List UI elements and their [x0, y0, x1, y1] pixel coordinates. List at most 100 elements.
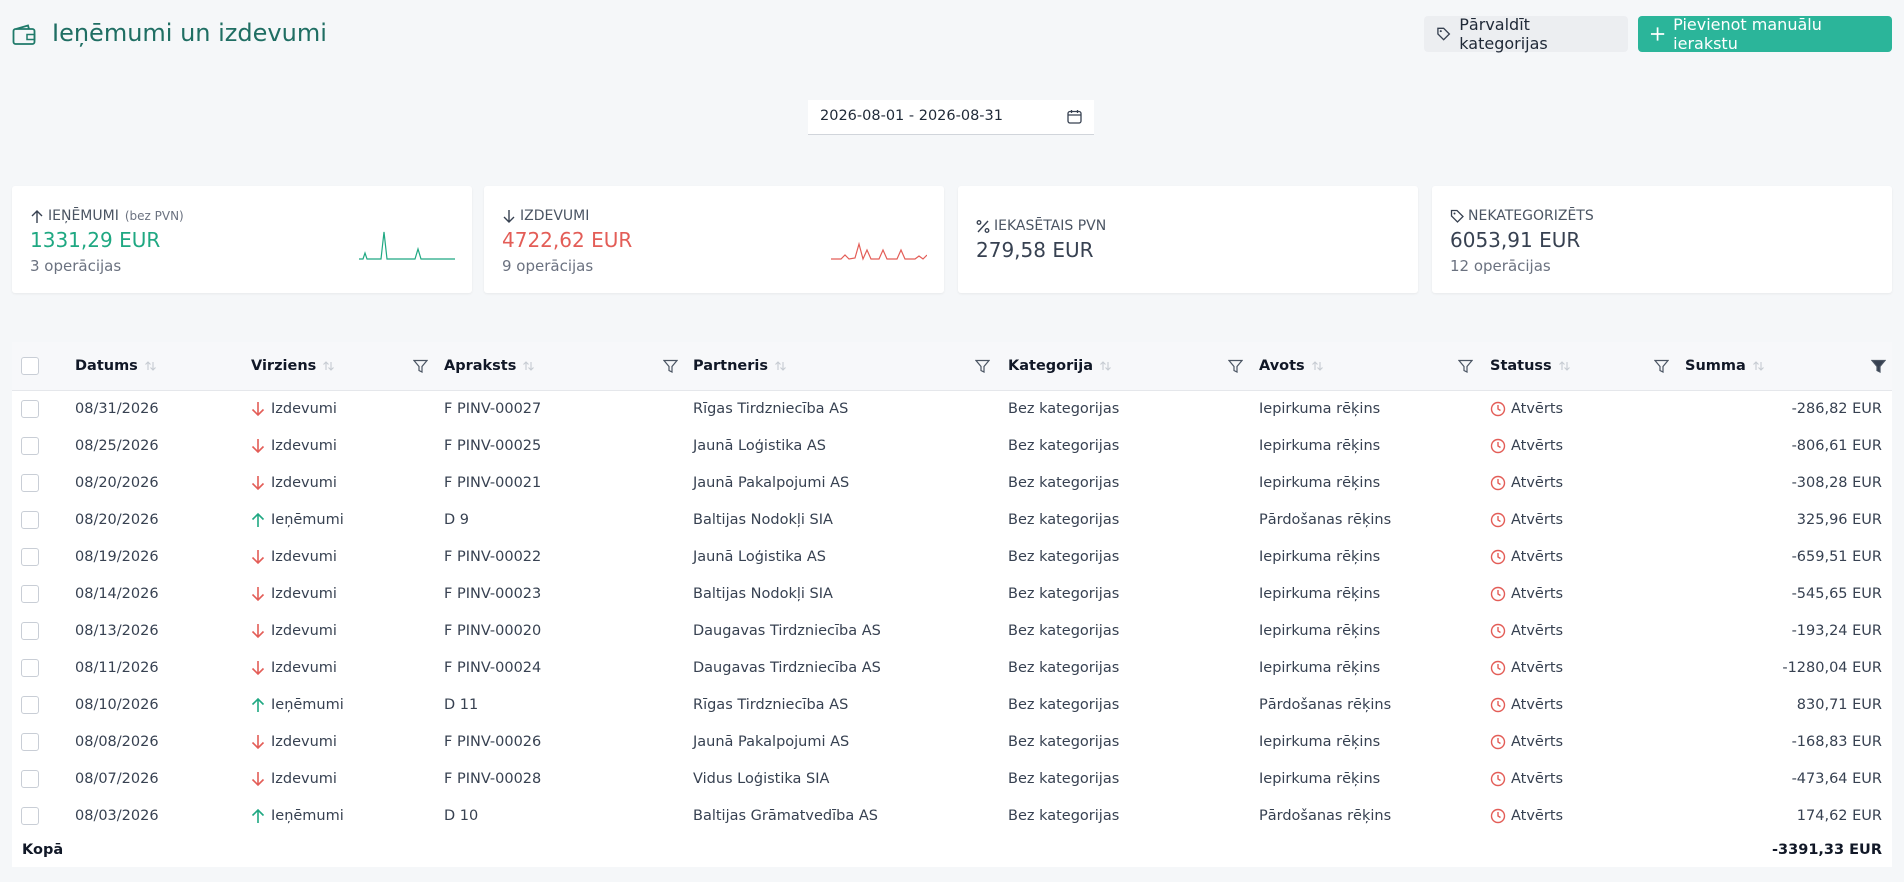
column-title: Partneris — [693, 358, 769, 374]
sort-icon — [1558, 361, 1570, 371]
row-checkbox[interactable] — [21, 511, 39, 529]
date: 08/10/2026 — [75, 697, 159, 713]
description: D 10 — [444, 808, 479, 824]
total-label: Kopā — [22, 842, 64, 858]
status-text: Atvērts — [1511, 549, 1564, 565]
row-checkbox[interactable] — [21, 474, 39, 492]
arrow-down-icon — [251, 587, 265, 602]
card-label-text: NEKATEGORIZĒTS — [1468, 208, 1594, 224]
row-checkbox[interactable] — [21, 622, 39, 640]
sort-icon — [144, 361, 156, 371]
status-text: Atvērts — [1511, 623, 1564, 639]
plus-icon — [1650, 27, 1665, 41]
row-checkbox[interactable] — [21, 548, 39, 566]
filter-icon[interactable] — [413, 359, 428, 373]
tag-icon — [1437, 27, 1451, 41]
filter-icon[interactable] — [1458, 359, 1473, 373]
direction-text: Ieņēmumi — [271, 808, 344, 824]
arrow-up-icon — [251, 697, 265, 712]
amount: -168,83 EUR — [1791, 734, 1882, 750]
status-text: Atvērts — [1511, 438, 1564, 454]
description: F PINV-00028 — [444, 771, 542, 787]
amount: -545,65 EUR — [1791, 586, 1882, 602]
status-text: Atvērts — [1511, 734, 1564, 750]
row-checkbox[interactable] — [21, 770, 39, 788]
status-text: Atvērts — [1511, 771, 1564, 787]
row-checkbox[interactable] — [21, 696, 39, 714]
column-header[interactable]: Avots — [1259, 358, 1324, 374]
status-text: Atvērts — [1511, 808, 1564, 824]
arrow-down-icon — [251, 402, 265, 417]
row-checkbox[interactable] — [21, 659, 39, 677]
clock-icon — [1490, 734, 1506, 750]
card-label: IEKASĒTAIS PVN — [976, 218, 1106, 234]
button-label: Pārvaldīt kategorijas — [1459, 15, 1548, 53]
status: Atvērts — [1490, 475, 1563, 491]
row-checkbox[interactable] — [21, 437, 39, 455]
status: Atvērts — [1490, 808, 1563, 824]
filter-icon[interactable] — [975, 359, 990, 373]
clock-icon — [1490, 697, 1506, 713]
card-icon — [1450, 209, 1464, 223]
transactions-table: Datums Virziens Apraksts Partneris Kategorij… — [12, 342, 1892, 867]
arrow-down-icon — [251, 624, 265, 639]
direction-text: Izdevumi — [271, 771, 337, 787]
direction: Izdevumi — [251, 734, 337, 750]
date: 08/14/2026 — [75, 586, 159, 602]
card-label: NEKATEGORIZĒTS — [1450, 208, 1594, 224]
amount: 174,62 EUR — [1796, 808, 1882, 824]
filter-icon[interactable] — [663, 359, 678, 373]
filter-icon[interactable] — [1871, 359, 1886, 373]
column-header[interactable]: Statuss — [1490, 358, 1571, 374]
column-header[interactable]: Summa — [1685, 358, 1765, 374]
column-header[interactable]: Kategorija — [1008, 358, 1112, 374]
column-header[interactable]: Datums — [75, 358, 157, 374]
filter-icon[interactable] — [1654, 359, 1669, 373]
category: Bez kategorijas — [1008, 401, 1120, 417]
date: 08/07/2026 — [75, 771, 159, 787]
category: Bez kategorijas — [1008, 475, 1120, 491]
source: Iepirkuma rēķins — [1259, 623, 1381, 639]
direction: Ieņēmumi — [251, 697, 344, 713]
card-value: 1331,29 EUR — [30, 228, 161, 252]
select-all-checkbox[interactable] — [21, 357, 39, 375]
direction: Izdevumi — [251, 549, 337, 565]
status: Atvērts — [1490, 660, 1563, 676]
status: Atvērts — [1490, 623, 1563, 639]
manage-categories-button[interactable]: Pārvaldīt kategorijas — [1424, 15, 1628, 53]
source: Iepirkuma rēķins — [1259, 734, 1381, 750]
column-header[interactable]: Apraksts — [444, 358, 535, 374]
amount: -286,82 EUR — [1791, 401, 1882, 417]
direction: Izdevumi — [251, 623, 337, 639]
column-header[interactable]: Partneris — [693, 358, 787, 374]
table-row: 08/20/2026 Ieņēmumi D 9 Baltijas Nodokļi SI… — [12, 502, 1892, 539]
card-label: IEŅĒMUMI (bez PVN) — [30, 208, 184, 224]
add-entry-button[interactable]: Pievienot manuālu ierakstu — [1638, 15, 1892, 53]
direction-text: Izdevumi — [271, 660, 337, 676]
category: Bez kategorijas — [1008, 623, 1120, 639]
date-range-picker[interactable]: 2026-08-01 - 2026-08-31 — [808, 100, 1094, 135]
card-icon — [976, 219, 990, 233]
category: Bez kategorijas — [1008, 808, 1120, 824]
column-header[interactable]: Virziens — [251, 358, 335, 374]
row-checkbox[interactable] — [21, 400, 39, 418]
card-icon — [503, 209, 515, 223]
direction: Izdevumi — [251, 771, 337, 787]
clock-icon — [1490, 438, 1506, 454]
row-checkbox[interactable] — [21, 585, 39, 603]
date: 08/19/2026 — [75, 549, 159, 565]
table-row: 08/10/2026 Ieņēmumi D 11 Rīgas Tirdzniecība… — [12, 687, 1892, 724]
column-title: Summa — [1685, 358, 1746, 374]
arrow-down-icon — [251, 476, 265, 491]
direction-text: Izdevumi — [271, 586, 337, 602]
table-row: 08/14/2026 Izdevumi F PINV-00023 Baltijas N… — [12, 576, 1892, 613]
row-checkbox[interactable] — [21, 733, 39, 751]
row-checkbox[interactable] — [21, 807, 39, 825]
card-sub: 12 operācijas — [1450, 257, 1551, 275]
category: Bez kategorijas — [1008, 660, 1120, 676]
column-title: Virziens — [251, 358, 317, 374]
filter-icon[interactable] — [1228, 359, 1243, 373]
arrow-down-icon — [251, 735, 265, 750]
clock-icon — [1490, 623, 1506, 639]
sort-icon — [523, 361, 535, 371]
